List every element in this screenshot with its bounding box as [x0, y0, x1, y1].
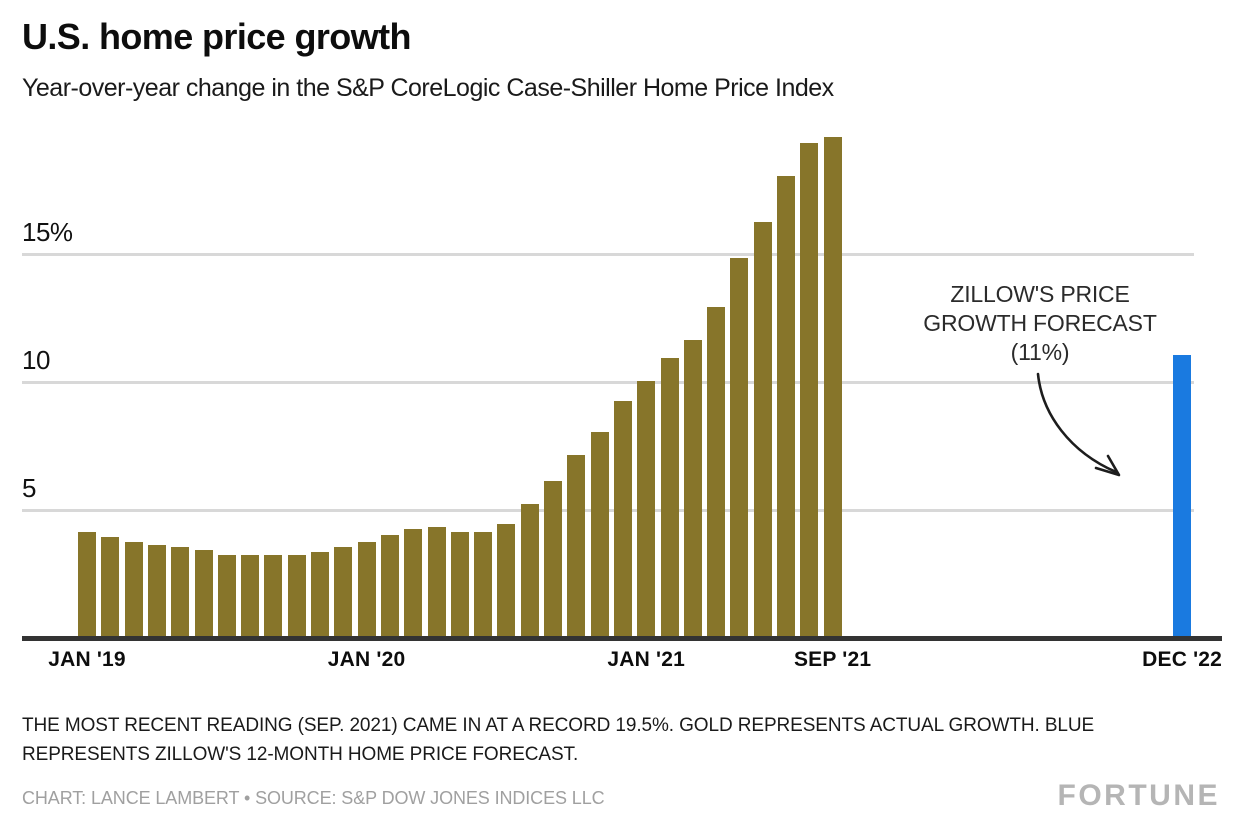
bar-actual-3: [147, 544, 166, 637]
annotation-line-1: ZILLOW'S PRICE: [950, 281, 1130, 307]
bar-actual-14: [404, 529, 423, 637]
bar-actual-22: [590, 432, 609, 637]
y-axis-tick-15: 15%: [22, 216, 73, 247]
bar-actual-16: [450, 531, 469, 637]
credit-text: CHART: LANCE LAMBERT • SOURCE: S&P DOW J…: [22, 788, 605, 808]
bar-actual-9: [287, 555, 306, 637]
gridline-10: [22, 380, 1194, 384]
forecast-annotation: ZILLOW'S PRICE GROWTH FORECAST (11%): [905, 280, 1175, 366]
x-axis-tick-3: SEP '21: [793, 648, 872, 671]
bar-actual-11: [334, 547, 353, 637]
bar-actual-5: [194, 549, 213, 637]
fortune-logo: FORTUNE: [1057, 779, 1220, 812]
bar-actual-18: [497, 524, 516, 637]
bar-actual-29: [753, 221, 772, 637]
x-axis-tick-4: DEC '22: [1142, 648, 1223, 671]
bar-actual-10: [311, 552, 329, 637]
footnote-text: THE MOST RECENT READING (SEP. 2021) CAME…: [22, 715, 1095, 765]
plot-area: 5 10 15% JAN '19 JAN '20 JAN '21 SEP '21 DEC '…: [22, 137, 1223, 671]
bar-actual-25: [660, 357, 679, 637]
bar-actual-7: [241, 555, 260, 637]
bar-actual-24: [637, 380, 656, 637]
annotation-arrow-icon: [1036, 372, 1121, 477]
bar-actual-31: [800, 142, 819, 637]
gridline-15: [22, 252, 1194, 256]
bars-group: [78, 137, 1192, 637]
x-axis-tick-1: JAN '20: [327, 648, 406, 671]
y-axis-tick-10: 10: [22, 344, 50, 375]
x-axis-line: [22, 636, 1222, 641]
bar-actual-32: [823, 137, 842, 637]
y-axis-tick-5: 5: [22, 472, 36, 503]
bar-actual-20: [544, 480, 562, 637]
bar-actual-6: [217, 555, 236, 637]
bar-actual-2: [124, 542, 143, 637]
x-axis-tick-0: JAN '19: [48, 648, 126, 671]
bar-actual-15: [427, 526, 446, 637]
bar-actual-8: [264, 555, 283, 637]
x-axis-tick-2: JAN '21: [607, 648, 685, 671]
bar-actual-4: [171, 547, 190, 637]
bar-actual-1: [101, 537, 120, 637]
annotation-line-3: (11%): [1010, 338, 1070, 365]
bar-actual-19: [520, 503, 539, 637]
bar-actual-23: [613, 401, 632, 637]
bar-actual-12: [357, 542, 376, 637]
bar-actual-13: [380, 534, 399, 637]
bar-actual-17: [474, 531, 493, 637]
annotation-line-2: GROWTH FORECAST: [923, 309, 1157, 336]
bar-actual-28: [730, 257, 749, 637]
bar-actual-30: [777, 175, 795, 637]
bar-actual-27: [707, 306, 726, 637]
bar-actual-21: [567, 455, 586, 637]
chart-subtitle: Year-over-year change in the S&P CoreLog…: [22, 74, 834, 102]
bar-forecast-dec-22: [1173, 355, 1192, 637]
bar-actual-26: [683, 339, 702, 637]
bar-actual-0: [78, 531, 96, 637]
page-title: U.S. home price growth: [22, 16, 411, 57]
